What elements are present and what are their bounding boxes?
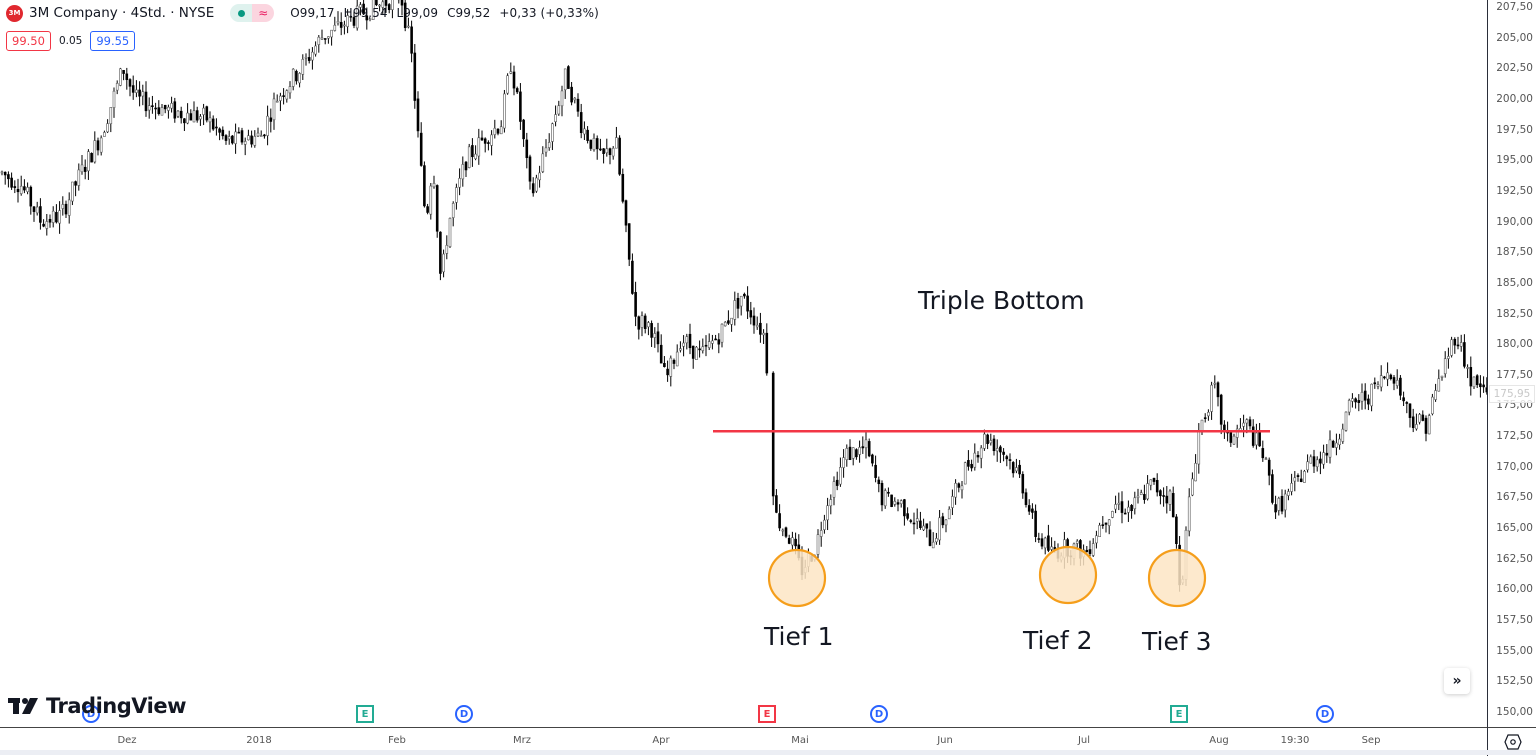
price-tick-label: 205,00 — [1496, 31, 1533, 44]
price-tick-label: 157,50 — [1496, 614, 1533, 627]
time-tick-label: Feb — [388, 735, 406, 746]
approx-icon[interactable]: ≈ — [252, 4, 275, 22]
price-tick-label: 195,00 — [1496, 154, 1533, 167]
price-axis[interactable]: 207,50 205,00 202,50 200,00 197,50 195,00 192,… — [1487, 0, 1536, 727]
price-tick-label: 180,00 — [1496, 338, 1533, 351]
time-tick-label: Mai — [791, 735, 809, 746]
dividend-marker-icon[interactable]: D — [870, 705, 888, 723]
ohlc-close: C99,52 — [447, 6, 491, 20]
time-tick-label: 2018 — [246, 735, 272, 746]
time-tick-label: Dez — [117, 735, 137, 746]
time-tick-label: Sep — [1361, 735, 1381, 746]
low-circle-marker[interactable] — [1038, 545, 1098, 605]
ohlc-values: O99,17 H99,54 L99,09 C99,52 +0,33 (+0,33… — [290, 6, 604, 20]
low-label[interactable]: Tief 1 — [764, 622, 834, 651]
dividend-marker-icon[interactable]: D — [1316, 705, 1334, 723]
ohlc-open: O99,17 — [290, 6, 335, 20]
price-tick-label: 190,00 — [1496, 215, 1533, 228]
low-markers — [767, 545, 1207, 608]
low-label[interactable]: Tief 2 — [1023, 626, 1093, 655]
price-tick-label: 155,00 — [1496, 644, 1533, 657]
settings-hexagon-icon — [1503, 734, 1522, 750]
time-tick-label: Aug — [1209, 735, 1229, 746]
price-tick-label: 165,00 — [1496, 522, 1533, 535]
price-tick-label: 202,50 — [1496, 62, 1533, 75]
buy-button[interactable]: 99.55 — [90, 31, 136, 51]
price-tick-label: 152,50 — [1496, 675, 1533, 688]
tradingview-logo[interactable]: TradingView — [8, 694, 186, 718]
candlestick-series — [0, 0, 1487, 592]
price-tick-label: 200,00 — [1496, 92, 1533, 105]
spread-value: 0.05 — [58, 35, 83, 47]
bottom-strip — [0, 750, 1536, 755]
price-tick-label: 167,50 — [1496, 491, 1533, 504]
dividend-marker-icon[interactable]: D — [455, 705, 473, 723]
price-tick-label: 162,50 — [1496, 552, 1533, 565]
time-tick-label: Jul — [1077, 735, 1091, 746]
time-tick-label: Jun — [937, 735, 953, 746]
sell-button[interactable]: 99.50 — [6, 31, 51, 51]
time-tick-label: Mrz — [513, 735, 531, 746]
earnings-marker-icon[interactable]: E — [758, 705, 776, 723]
pattern-title[interactable]: Triple Bottom — [918, 286, 1085, 315]
low-circle-marker[interactable] — [767, 548, 827, 608]
ohlc-low: L99,09 — [396, 6, 439, 20]
market-status[interactable]: ≈ — [230, 4, 275, 22]
symbol-header: 3M 3M Company · 4Std. · NYSE ≈ O99,17 H9… — [6, 4, 604, 22]
earnings-marker-icon[interactable]: E — [1170, 705, 1188, 723]
axis-settings-button[interactable] — [1487, 727, 1536, 756]
price-tick-label: 192,50 — [1496, 184, 1533, 197]
tradingview-name: TradingView — [46, 694, 186, 718]
price-tick-label: 185,00 — [1496, 276, 1533, 289]
last-price-label: 175,95 — [1489, 385, 1535, 403]
price-tick-label: 207,50 — [1496, 1, 1533, 13]
symbol-title[interactable]: 3M Company · 4Std. · NYSE — [29, 5, 215, 21]
ohlc-high: H99,54 — [343, 6, 388, 20]
3m-logo-icon: 3M — [6, 4, 23, 22]
low-label[interactable]: Tief 3 — [1142, 627, 1212, 656]
chart-plot-area[interactable] — [0, 0, 1487, 727]
tradingview-mark-icon — [8, 698, 38, 714]
price-tick-label: 182,50 — [1496, 307, 1533, 320]
price-tick-label: 160,00 — [1496, 583, 1533, 596]
price-tick-label: 170,00 — [1496, 460, 1533, 473]
time-tick-label: Apr — [652, 735, 670, 746]
low-circle-marker[interactable] — [1147, 548, 1207, 608]
scroll-to-realtime-button[interactable]: » — [1444, 668, 1470, 694]
price-tick-label: 150,00 — [1496, 706, 1533, 718]
earnings-marker-icon[interactable]: E — [356, 705, 374, 723]
price-tick-label: 172,50 — [1496, 430, 1533, 443]
price-tick-label: 177,50 — [1496, 368, 1533, 381]
time-tick-label: 19:30 — [1280, 735, 1310, 746]
price-tick-label: 187,50 — [1496, 246, 1533, 259]
price-tick-label: 197,50 — [1496, 123, 1533, 136]
market-open-icon[interactable] — [230, 4, 253, 22]
bid-ask-quotes: 99.50 0.05 99.55 — [6, 31, 136, 51]
dividend-marker-icon[interactable]: D — [82, 705, 100, 723]
ohlc-change: +0,33 (+0,33%) — [499, 6, 599, 20]
